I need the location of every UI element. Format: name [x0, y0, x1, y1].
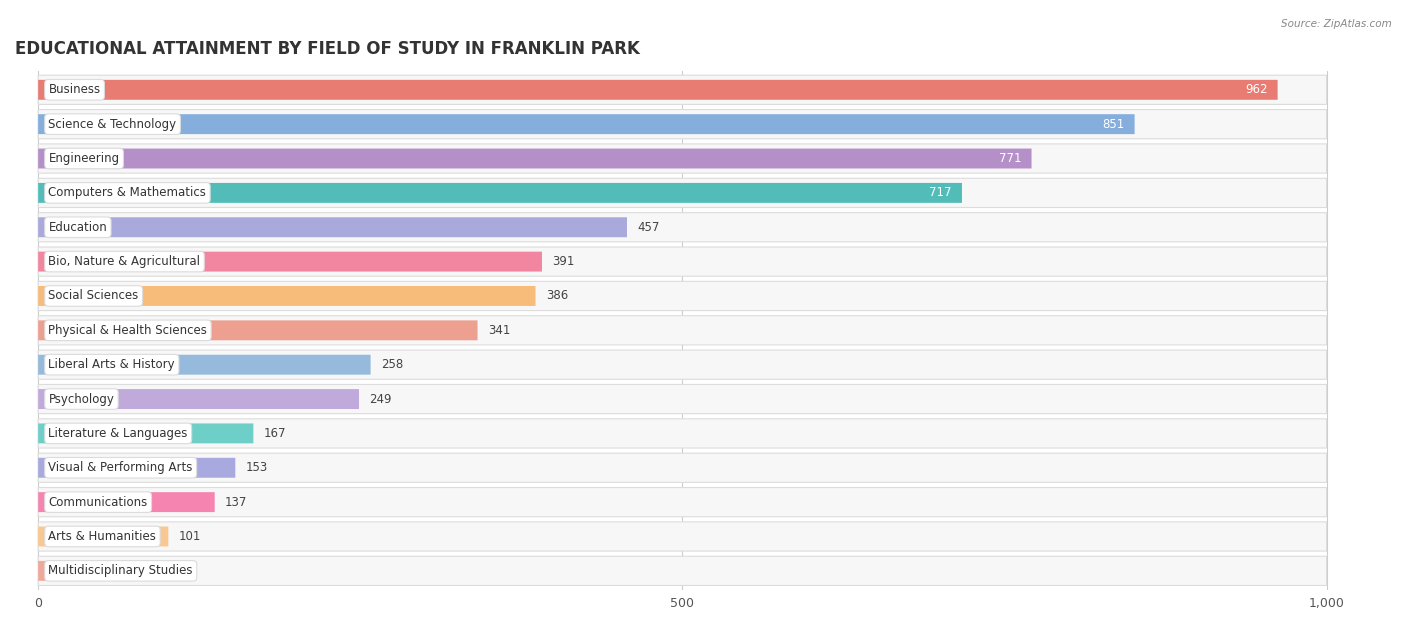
FancyBboxPatch shape [38, 458, 235, 478]
FancyBboxPatch shape [38, 281, 1327, 310]
FancyBboxPatch shape [38, 75, 1327, 104]
Text: Education: Education [48, 221, 107, 233]
Text: Arts & Humanities: Arts & Humanities [48, 530, 156, 543]
Text: 101: 101 [179, 530, 201, 543]
FancyBboxPatch shape [38, 488, 1327, 517]
Text: Communications: Communications [48, 495, 148, 509]
Text: Liberal Arts & History: Liberal Arts & History [48, 358, 176, 371]
Text: Visual & Performing Arts: Visual & Performing Arts [48, 461, 193, 475]
Text: Multidisciplinary Studies: Multidisciplinary Studies [48, 564, 193, 577]
FancyBboxPatch shape [38, 286, 536, 306]
FancyBboxPatch shape [38, 183, 962, 203]
FancyBboxPatch shape [38, 492, 215, 512]
Text: EDUCATIONAL ATTAINMENT BY FIELD OF STUDY IN FRANKLIN PARK: EDUCATIONAL ATTAINMENT BY FIELD OF STUDY… [15, 40, 640, 58]
FancyBboxPatch shape [38, 148, 1032, 168]
FancyBboxPatch shape [38, 522, 1327, 551]
FancyBboxPatch shape [38, 561, 131, 581]
FancyBboxPatch shape [38, 453, 1327, 482]
FancyBboxPatch shape [38, 419, 1327, 448]
Text: Source: ZipAtlas.com: Source: ZipAtlas.com [1281, 19, 1392, 29]
Text: 153: 153 [246, 461, 269, 475]
Text: 771: 771 [998, 152, 1021, 165]
Text: 457: 457 [637, 221, 659, 233]
FancyBboxPatch shape [38, 217, 627, 237]
FancyBboxPatch shape [38, 355, 371, 375]
FancyBboxPatch shape [38, 114, 1135, 134]
Text: Physical & Health Sciences: Physical & Health Sciences [48, 324, 207, 337]
Text: Social Sciences: Social Sciences [48, 290, 139, 302]
Text: 386: 386 [546, 290, 568, 302]
Text: Literature & Languages: Literature & Languages [48, 427, 188, 440]
FancyBboxPatch shape [38, 80, 1278, 100]
FancyBboxPatch shape [38, 144, 1327, 173]
Text: Bio, Nature & Agricultural: Bio, Nature & Agricultural [48, 255, 201, 268]
FancyBboxPatch shape [38, 423, 253, 444]
FancyBboxPatch shape [38, 252, 541, 271]
Text: 717: 717 [929, 186, 952, 199]
Text: Business: Business [48, 83, 101, 97]
Text: Psychology: Psychology [48, 392, 114, 406]
Text: Engineering: Engineering [48, 152, 120, 165]
FancyBboxPatch shape [38, 247, 1327, 276]
Text: Science & Technology: Science & Technology [48, 117, 177, 131]
Text: 258: 258 [381, 358, 404, 371]
FancyBboxPatch shape [38, 350, 1327, 379]
Text: 851: 851 [1102, 117, 1125, 131]
FancyBboxPatch shape [38, 526, 169, 546]
FancyBboxPatch shape [38, 321, 478, 340]
Text: 391: 391 [553, 255, 575, 268]
FancyBboxPatch shape [38, 213, 1327, 242]
Text: 249: 249 [370, 392, 392, 406]
Text: 137: 137 [225, 495, 247, 509]
FancyBboxPatch shape [38, 557, 1327, 586]
FancyBboxPatch shape [38, 389, 359, 409]
Text: 962: 962 [1244, 83, 1267, 97]
Text: 72: 72 [141, 564, 156, 577]
FancyBboxPatch shape [38, 384, 1327, 414]
FancyBboxPatch shape [38, 316, 1327, 345]
FancyBboxPatch shape [38, 110, 1327, 139]
Text: Computers & Mathematics: Computers & Mathematics [48, 186, 207, 199]
Text: 341: 341 [488, 324, 510, 337]
Text: 167: 167 [264, 427, 287, 440]
FancyBboxPatch shape [38, 179, 1327, 208]
